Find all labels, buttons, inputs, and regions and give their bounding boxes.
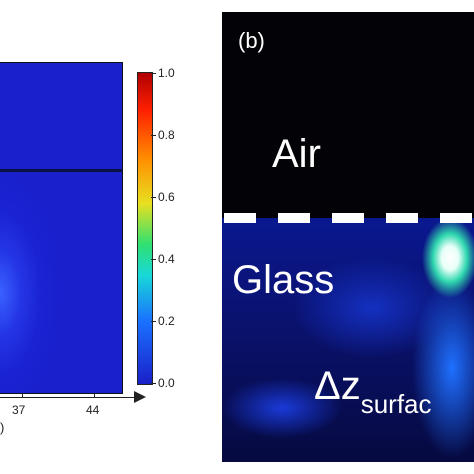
surface-dash xyxy=(386,213,418,223)
x-tick-label-44: 44 xyxy=(86,403,100,417)
colorbar-label-0-8: 0.8 xyxy=(158,128,175,142)
x-axis-arrow-icon xyxy=(134,391,146,403)
glass-region xyxy=(222,218,474,462)
colorbar-label-0-4: 0.4 xyxy=(158,252,175,266)
colorbar-tick xyxy=(151,321,156,322)
colorbar xyxy=(137,72,153,385)
panel-b: (b) Air Glass Δzsurfac xyxy=(222,12,474,462)
surface-dash xyxy=(278,213,310,223)
simulation-field xyxy=(0,62,123,394)
colorbar-tick xyxy=(151,197,156,198)
delta-z-subscript: surfac xyxy=(360,389,432,419)
interface-line xyxy=(0,169,123,172)
surface-dash xyxy=(332,213,364,223)
air-label: Air xyxy=(272,132,321,176)
colorbar-tick xyxy=(151,73,156,74)
x-axis-label-fragment: ) xyxy=(0,420,5,435)
glass-label: Glass xyxy=(232,258,335,302)
delta-z-label: Δzsurfac xyxy=(314,364,432,419)
panel-label: (b) xyxy=(238,28,265,53)
x-axis xyxy=(0,397,138,398)
panel-a: 37 44 ) 1.0 0.8 0.6 0.4 0.2 0.0 xyxy=(0,0,222,474)
colorbar-label-0-2: 0.2 xyxy=(158,314,175,328)
x-tick-label-37: 37 xyxy=(12,403,26,417)
colorbar-tick xyxy=(151,383,156,384)
delta-z-symbol: Δz xyxy=(314,364,361,408)
surface-dash xyxy=(440,213,472,223)
colorbar-tick xyxy=(151,259,156,260)
colorbar-label-0-6: 0.6 xyxy=(158,190,175,204)
colorbar-tick xyxy=(151,135,156,136)
x-tick-mark xyxy=(22,393,23,398)
surface-dash xyxy=(224,213,256,223)
colorbar-label-0-0: 0.0 xyxy=(158,376,175,390)
colorbar-label-1-0: 1.0 xyxy=(158,66,175,80)
x-tick-mark xyxy=(94,393,95,398)
